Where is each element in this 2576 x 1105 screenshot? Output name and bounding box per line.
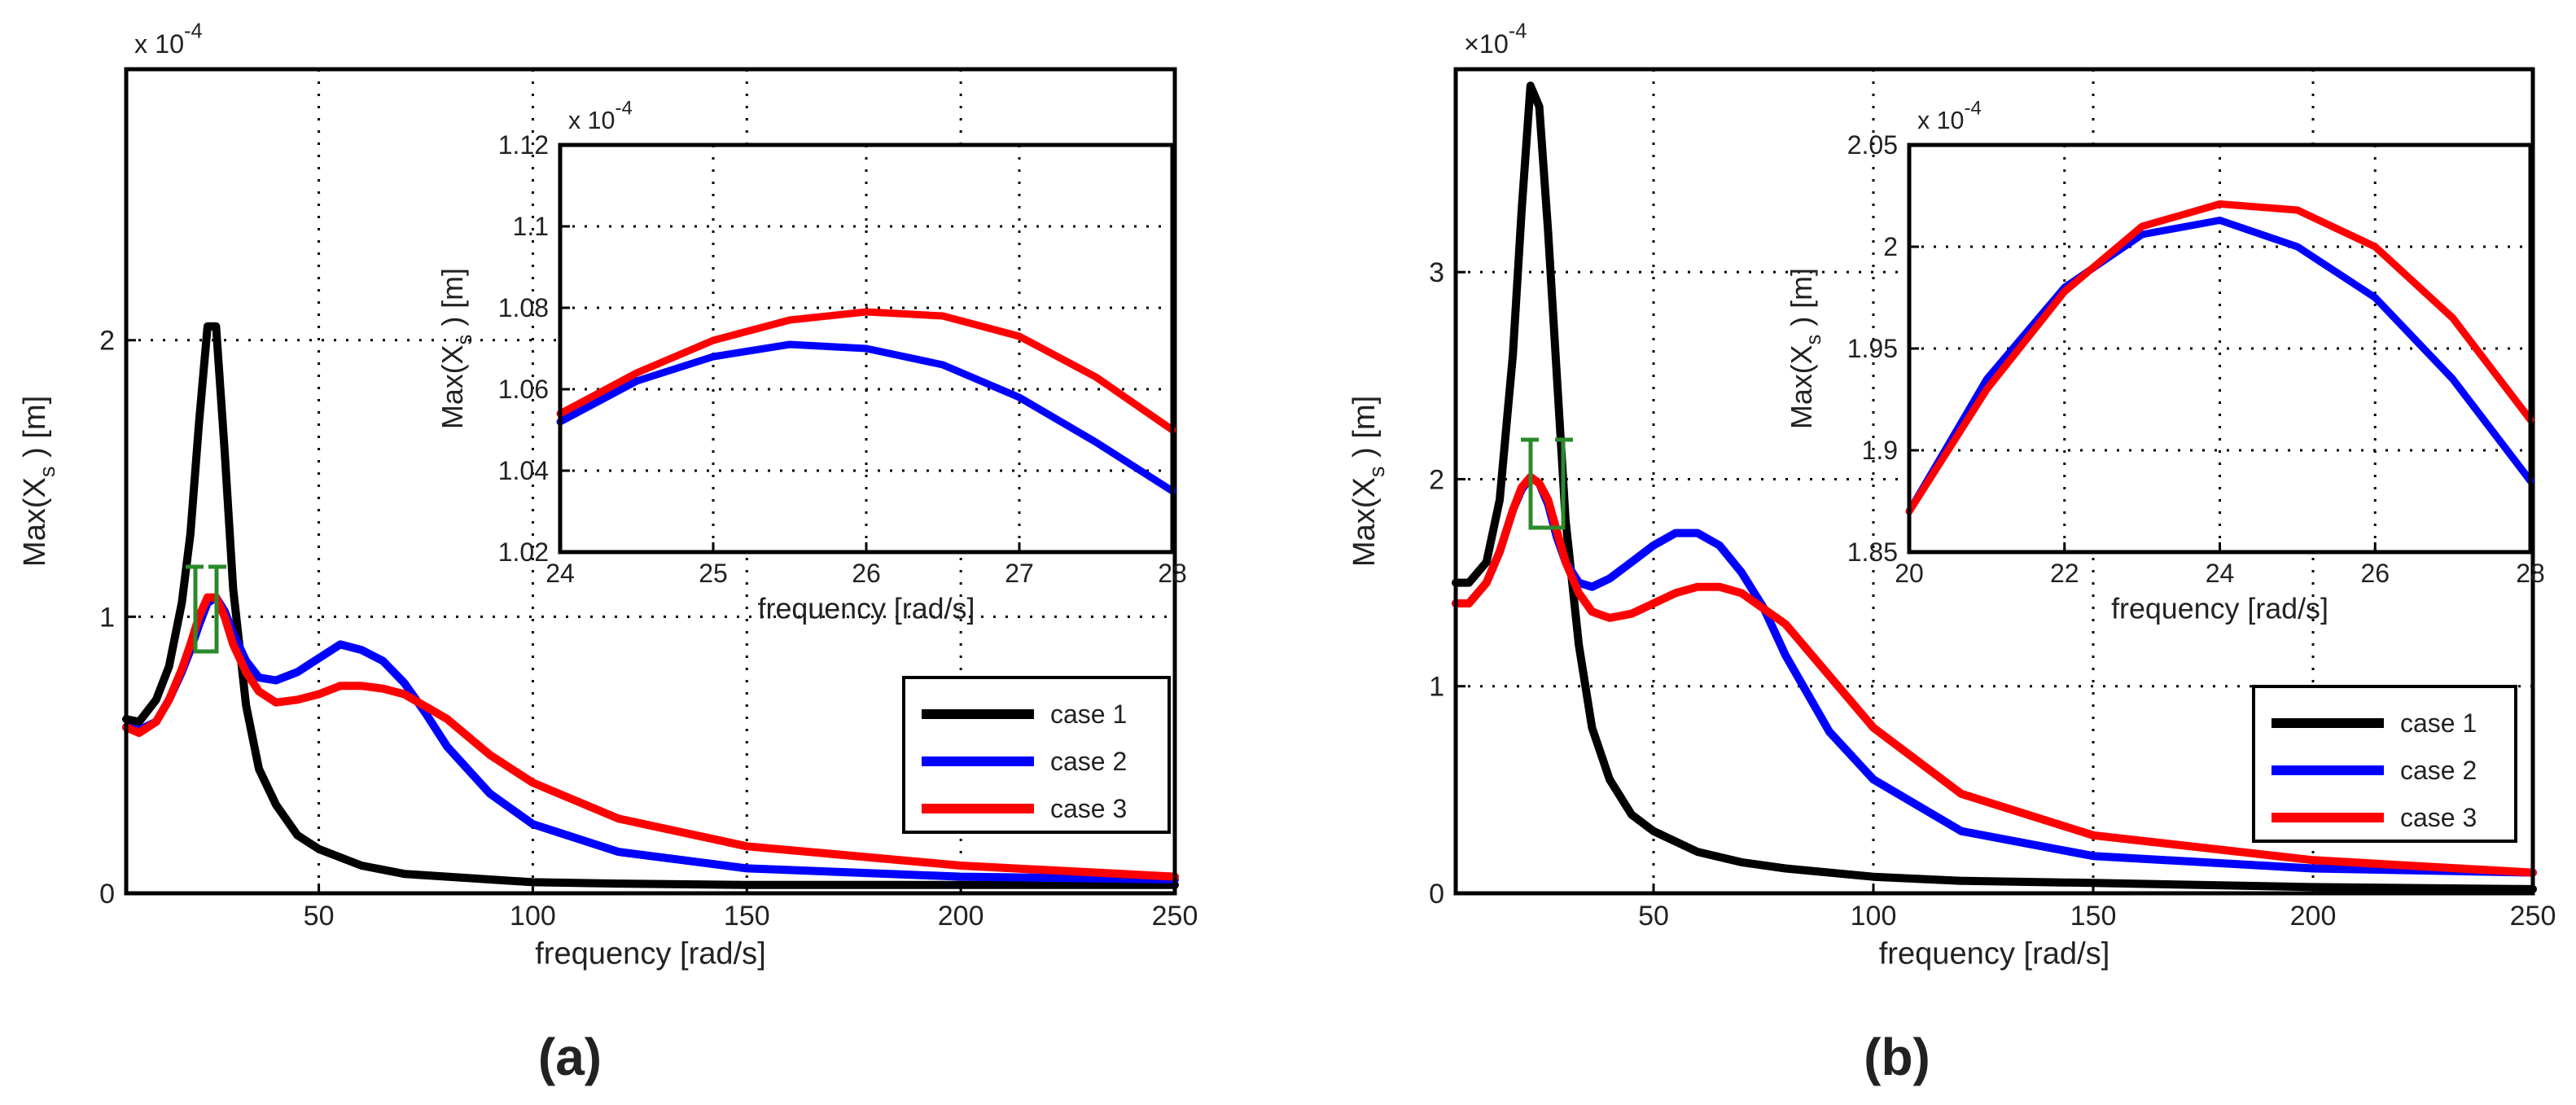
panel-b-inset-ylabel-base: Max(X bbox=[1785, 344, 1818, 429]
panel-a-inset-xtick-label-1: 25 bbox=[699, 559, 728, 588]
panel-b-main-xtick-label-2: 150 bbox=[2070, 901, 2117, 932]
panel-a-inset-xtick-label-3: 27 bbox=[1005, 559, 1034, 588]
panel-b-main-xtick-label-4: 250 bbox=[2510, 901, 2556, 932]
panel-a-main-frame bbox=[124, 67, 1177, 896]
panel-b-legend-label-1: case 1 bbox=[2400, 708, 2477, 738]
panel-a-legend-label-1: case 1 bbox=[1050, 699, 1127, 729]
panel-a-main-xtick-label-2: 150 bbox=[724, 901, 770, 932]
panel-b-inset-xtick-label-0: 20 bbox=[1895, 559, 1924, 588]
panel-a-bracket-line bbox=[193, 567, 219, 654]
panel-b-main-xlabel: frequency [rad/s] bbox=[1879, 937, 2110, 971]
panel-a-inset-series-case-3 bbox=[556, 308, 1176, 434]
panel-a-inset-ytick-label-3: 1.08 bbox=[498, 293, 549, 322]
panel-a-main-series-case-3 bbox=[122, 593, 1179, 881]
panel-a-inset-xtick-label-0: 24 bbox=[545, 559, 575, 588]
panel-a-main-ytick-label-1: 1 bbox=[99, 602, 115, 633]
panel-a-inset-exponent-base: x 10 bbox=[568, 107, 615, 134]
panel-b-inset-ylabel-sub: s bbox=[1803, 335, 1825, 345]
panel-a-main-exponent-power: -4 bbox=[184, 20, 203, 42]
panel-a-main-xtick-label-1: 100 bbox=[510, 901, 556, 932]
panel-a-inset-exponent: x 10-4 bbox=[568, 97, 633, 134]
panel-a-main-ylabel-tail: ) [m] bbox=[18, 396, 52, 467]
panel-b-inset-axes: 20 22 24 26 28 1.85 1.9 1.95 2 2.05 frequency [rad… bbox=[1785, 97, 2545, 625]
panel-b-inset-ylabel-tail: ) [m] bbox=[1785, 268, 1818, 335]
panel-b-inset-exponent-base: x 10 bbox=[1917, 107, 1964, 134]
panel-b-inset-ytick-label-4: 2.05 bbox=[1847, 130, 1898, 160]
panel-b-main-series-case-1 bbox=[1452, 81, 2537, 893]
panel-b-inset-ylabel: Max(Xs ) [m] bbox=[1785, 268, 1825, 429]
panel-a-inset-ytick-label-4: 1.1 bbox=[513, 212, 549, 241]
panel-a-inset-ylabel-base: Max(X bbox=[436, 344, 469, 429]
panel-b-label: (b) bbox=[1864, 1028, 1930, 1086]
panel-a-main-ylabel-sub: s bbox=[34, 467, 59, 478]
panel-a-inset-xtick-label-2: 26 bbox=[852, 559, 881, 588]
panel-a-main-exponent-base: x 10 bbox=[134, 29, 184, 59]
panel-b-bracket-line bbox=[1528, 440, 1566, 530]
panel-b-inset-xtick-label-2: 24 bbox=[2206, 559, 2235, 588]
panel-a-main-xlabel: frequency [rad/s] bbox=[535, 937, 766, 971]
panel-b-inset-ytick-label-1: 1.9 bbox=[1862, 436, 1898, 465]
panel-b-inset-xtick-label-4: 28 bbox=[2516, 559, 2545, 588]
panel-a-main-ytick-label-0: 0 bbox=[99, 879, 115, 910]
panel-b-main-ytick-label-0: 0 bbox=[1429, 879, 1444, 910]
panel-b-legend-label-3: case 3 bbox=[2400, 803, 2477, 832]
panel-b-inset-xlabel: frequency [rad/s] bbox=[2111, 593, 2328, 625]
panel-a-inset-ytick-label-5: 1.12 bbox=[498, 130, 549, 160]
panel-a-main-ytick-label-2: 2 bbox=[99, 326, 115, 357]
panel-b-main-xtick-label-1: 100 bbox=[1851, 901, 1897, 932]
panel-a-inset-ylabel-sub: s bbox=[453, 335, 476, 345]
panel-b-legend: case 1 case 2 case 3 bbox=[2252, 685, 2517, 843]
panel-a-legend-label-3: case 3 bbox=[1050, 794, 1127, 823]
panel-a-inset-ytick-label-1: 1.04 bbox=[498, 456, 549, 485]
panel-a-legend: case 1 case 2 case 3 bbox=[902, 676, 1171, 834]
panel-a-label: (a) bbox=[538, 1028, 602, 1086]
panel-b-main-exponent-base: ×10 bbox=[1464, 29, 1509, 59]
panel-b-main-ylabel-sub: s bbox=[1364, 467, 1389, 478]
panel-a-zoom-bracket bbox=[186, 564, 226, 654]
panel-a-inset-ytick-label-2: 1.06 bbox=[498, 375, 549, 404]
panel-a-inset-xlabel: frequency [rad/s] bbox=[758, 593, 975, 625]
panel-b-zoom-bracket bbox=[1521, 437, 1573, 530]
panel-a-main-xtick-label-3: 200 bbox=[938, 901, 984, 932]
panel-b-main-ylabel-base: Max(X bbox=[1347, 477, 1382, 567]
panel-b-main-exponent-power: -4 bbox=[1509, 20, 1527, 42]
panel-b-main-ylabel: Max(Xs ) [m] bbox=[1347, 396, 1389, 567]
panel-b-legend-label-2: case 2 bbox=[2400, 756, 2477, 785]
panel-a-main-ylabel: Max(Xs ) [m] bbox=[18, 396, 59, 567]
panel-b-inset-ytick-label-3: 2 bbox=[1883, 232, 1898, 261]
panel-b-main-ytick-label-1: 1 bbox=[1429, 672, 1444, 703]
panel-a-inset-xtick-label-4: 28 bbox=[1158, 559, 1187, 588]
panel-b-main-xtick-label-3: 200 bbox=[2290, 901, 2337, 932]
panel-b-inset-series-case-2 bbox=[1905, 217, 2534, 515]
panel-a-inset-exponent-power: -4 bbox=[615, 97, 632, 119]
panel-a-inset-ytick-label-0: 1.02 bbox=[498, 537, 549, 567]
panel-a-inset-axes: 24 25 26 27 28 1.02 1.04 1.06 1.08 1.1 1.12 frequen… bbox=[436, 97, 1187, 625]
panel-b-main-exponent: ×10-4 bbox=[1464, 20, 1527, 59]
panel-a-inset-series-case-2 bbox=[556, 340, 1176, 495]
panel-b-main-ytick-label-2: 2 bbox=[1429, 464, 1444, 495]
panel-b-inset-exponent-power: -4 bbox=[1964, 97, 1981, 119]
panel-b-main-ytick-label-3: 3 bbox=[1429, 257, 1444, 288]
panel-a-main-ylabel-base: Max(X bbox=[18, 477, 52, 567]
panel-b-main-ylabel-tail: ) [m] bbox=[1347, 396, 1382, 467]
panel-a-main-series-case-1 bbox=[122, 322, 1179, 889]
panel-b-inset-ytick-label-2: 1.95 bbox=[1847, 334, 1898, 363]
panel-b-inset-exponent: x 10-4 bbox=[1917, 97, 1982, 134]
panel-a-main-xtick-label-0: 50 bbox=[304, 901, 335, 932]
panel-a-inset-ylabel: Max(Xs ) [m] bbox=[436, 268, 476, 429]
panel-b-inset-xtick-label-1: 22 bbox=[2050, 559, 2079, 588]
panel-a-legend-label-2: case 2 bbox=[1050, 747, 1127, 776]
panel-a-main-xtick-label-4: 250 bbox=[1152, 901, 1198, 932]
panel-b-main-series-case-3 bbox=[1452, 472, 2537, 877]
panel-a-inset-ylabel-tail: ) [m] bbox=[436, 268, 469, 335]
panel-a-main-exponent: x 10-4 bbox=[134, 20, 203, 59]
panel-b-inset-xtick-label-3: 26 bbox=[2360, 559, 2390, 588]
panel-b-inset-ytick-label-0: 1.85 bbox=[1847, 537, 1898, 567]
panel-b-inset-series-case-3 bbox=[1905, 200, 2534, 515]
panel-b-main-xtick-label-0: 50 bbox=[1638, 901, 1669, 932]
